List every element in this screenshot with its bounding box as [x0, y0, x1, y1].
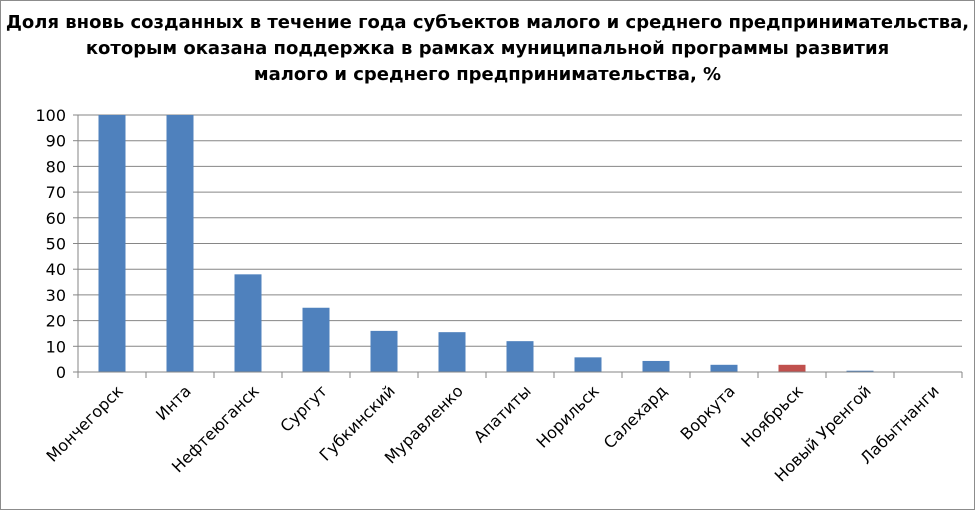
y-tick-label: 10	[46, 337, 66, 356]
bar-9	[642, 360, 670, 372]
y-tick-label: 90	[46, 132, 66, 151]
x-tick-label: Норильск	[532, 381, 603, 452]
x-tick-label: Инта	[152, 381, 195, 424]
bar-12	[846, 370, 874, 372]
x-tick-label: Ноябрьск	[737, 381, 807, 451]
chart-title: Доля вновь созданных в течение года субъ…	[0, 10, 975, 88]
x-tick-label: Воркута	[676, 381, 738, 443]
bar-3	[234, 274, 262, 372]
y-tick-label: 0	[56, 363, 66, 382]
bar-7	[506, 341, 534, 372]
bar-10	[710, 364, 738, 372]
y-tick-label: 20	[46, 312, 66, 331]
bar-8	[574, 357, 602, 372]
y-tick-label: 60	[46, 209, 66, 228]
gridlines	[73, 114, 962, 373]
x-tick-label: Сургут	[276, 381, 330, 435]
axes	[77, 115, 963, 378]
bars	[98, 115, 874, 372]
y-axis-tick-labels: 0 10 20 30 40 50 60 70 80 90 100	[35, 106, 66, 382]
y-tick-label: 100	[35, 106, 66, 125]
bar-11	[778, 364, 806, 372]
bar-4	[302, 307, 330, 372]
x-tick-label: Мончегорск	[43, 381, 127, 465]
x-tick-label: Салехард	[600, 381, 671, 452]
chart-title-line-3: малого и среднего предпринимательства, %	[253, 64, 722, 85]
y-tick-label: 80	[46, 157, 66, 176]
bar-6	[438, 332, 466, 372]
y-tick-label: 50	[46, 235, 66, 254]
chart-title-line-2: которым оказана поддержка в рамках муниц…	[85, 38, 890, 59]
y-tick-label: 30	[46, 286, 66, 305]
y-tick-label: 70	[46, 183, 66, 202]
y-tick-label: 40	[46, 260, 66, 279]
chart-title-line-1: Доля вновь созданных в течение года субъ…	[5, 12, 970, 33]
bar-2	[166, 115, 194, 372]
bar-5	[370, 330, 398, 372]
bar-1	[98, 115, 126, 372]
x-tick-label: Апатиты	[470, 381, 535, 446]
